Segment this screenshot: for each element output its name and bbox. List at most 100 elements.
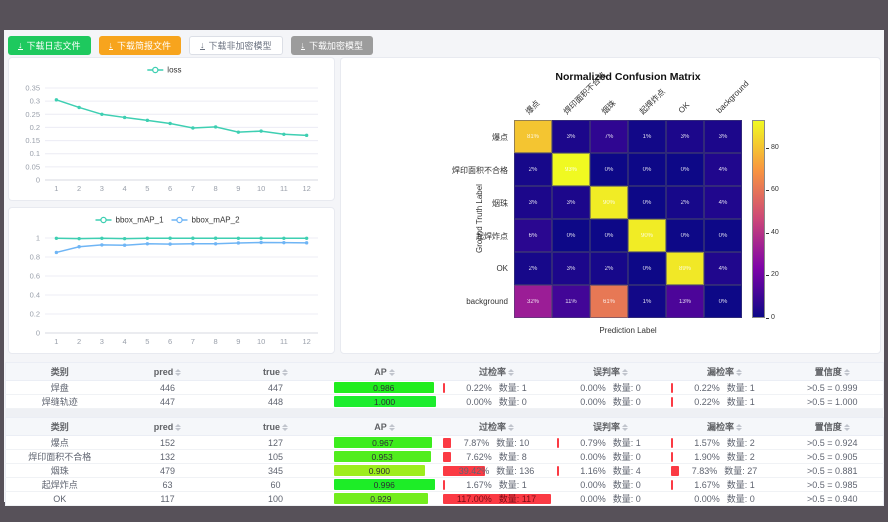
cm-cell: 90%: [628, 219, 666, 252]
sort-icon[interactable]: [175, 368, 182, 376]
sort-icon[interactable]: [175, 423, 182, 431]
cm-cell: 3%: [552, 252, 590, 285]
column-header-误判率[interactable]: 误判率: [553, 362, 668, 381]
cell-confidence: >0.5 = 0.940: [781, 491, 884, 506]
rate-count: 数量: 1: [726, 480, 755, 490]
rate-value: 0.00%: [580, 493, 606, 504]
sort-icon[interactable]: [388, 368, 395, 376]
cm-cell-value: 89%: [678, 265, 691, 272]
cm-cell: 11%: [552, 285, 590, 318]
column-header-pred[interactable]: pred: [113, 362, 222, 381]
sort-icon[interactable]: [736, 369, 742, 377]
sort-icon[interactable]: [282, 423, 288, 431]
column-header-置信度[interactable]: 置信度: [781, 417, 884, 436]
column-header-漏检率[interactable]: 漏检率: [667, 417, 782, 436]
cell-pred: 132: [113, 449, 222, 464]
rate-bar-fill: [670, 437, 673, 448]
cm-cell: 32%: [514, 285, 552, 318]
cm-cell: 2%: [666, 186, 704, 219]
cm-col-label: OK: [676, 100, 692, 115]
svg-text:8: 8: [214, 184, 218, 193]
legend-item-loss[interactable]: loss: [147, 66, 182, 75]
sort-icon[interactable]: [508, 369, 514, 377]
cm-cell: 2%: [514, 252, 552, 285]
cm-cell-value: 3%: [680, 133, 690, 140]
button-label: 下载简报文件: [117, 41, 172, 51]
column-header-pred[interactable]: pred: [113, 417, 222, 436]
svg-text:2: 2: [77, 337, 81, 346]
svg-text:0.2: 0.2: [30, 310, 40, 319]
rate-value: 0.79%: [580, 437, 606, 448]
column-header-过检率[interactable]: 过检率: [439, 417, 554, 436]
column-header-AP[interactable]: AP: [329, 362, 440, 381]
cm-col-label: 爆点: [523, 98, 542, 117]
cell-misjudge-rate: 1.16% 数量: 4: [553, 463, 668, 478]
cm-cell-value: 3%: [528, 199, 538, 206]
cell-pred: 152: [113, 435, 222, 450]
svg-text:9: 9: [236, 184, 240, 193]
svg-text:0.1: 0.1: [30, 149, 40, 158]
cm-cell-value: 0%: [566, 232, 576, 239]
legend-item-bbox_mAP_1[interactable]: bbox_mAP_1: [95, 216, 165, 225]
cell-over-rate-bar: 117.00% 数量: 117: [442, 493, 551, 505]
download-encrypted-model-button[interactable]: ↓ 下载加密模型: [290, 36, 374, 55]
cm-cell-value: 2%: [604, 265, 614, 272]
sort-icon[interactable]: [622, 424, 628, 432]
sort-icon[interactable]: [843, 369, 850, 377]
svg-text:10: 10: [257, 184, 265, 193]
cell-miss-rate: 1.67% 数量: 1: [667, 477, 782, 492]
cell-miss-rate: 0.22% 数量: 1: [667, 380, 782, 395]
column-header-label: 置信度: [814, 367, 842, 377]
rate-value: 0.00%: [580, 382, 606, 393]
cell-pred: 446: [113, 380, 222, 395]
colorbar-tick: [766, 190, 769, 192]
column-header-true[interactable]: true: [221, 362, 330, 381]
y-axis-label: Ground Truth Label: [474, 184, 484, 253]
cell-pred: 63: [113, 477, 222, 492]
cell-confidence: >0.5 = 0.905: [781, 449, 884, 464]
cm-cell-value: 0%: [642, 199, 652, 206]
download-log-button[interactable]: ↓ 下载日志文件: [8, 36, 91, 55]
cm-cell: 2%: [590, 252, 628, 285]
column-header-置信度[interactable]: 置信度: [781, 362, 884, 381]
cm-cell: 3%: [704, 120, 742, 153]
cm-cell-value: 93%: [564, 166, 577, 173]
ap-value: 0.996: [373, 479, 395, 490]
sort-icon[interactable]: [622, 369, 628, 377]
cell-true: 60: [221, 477, 330, 492]
cell-miss-rate-bar: 1.90% 数量: 2: [670, 451, 779, 463]
cm-cell-value: 90%: [602, 199, 615, 206]
column-header-label: 过检率: [478, 367, 506, 377]
cm-cell: 13%: [666, 285, 704, 318]
download-unencrypted-model-button[interactable]: ↓ 下载非加密模型: [189, 36, 283, 55]
svg-text:5: 5: [145, 184, 149, 193]
download-icon: ↓: [108, 40, 114, 50]
column-header-误判率[interactable]: 误判率: [553, 417, 668, 436]
svg-text:3: 3: [100, 184, 104, 193]
cell-miss-rate-bar: 1.67% 数量: 1: [670, 479, 779, 491]
x-axis-label: Prediction Label: [599, 326, 657, 335]
sort-icon[interactable]: [843, 424, 850, 432]
legend-item-bbox_mAP_2[interactable]: bbox_mAP_2: [171, 216, 241, 225]
rate-count: 数量: 0: [612, 397, 641, 407]
cm-cell-value: 4%: [718, 166, 728, 173]
column-header-true[interactable]: true: [221, 417, 330, 436]
ap-bar: 0.996: [333, 479, 436, 490]
download-report-button[interactable]: ↓ 下载简报文件: [98, 36, 182, 55]
column-header-漏检率[interactable]: 漏检率: [667, 362, 782, 381]
sort-icon[interactable]: [388, 423, 395, 431]
cell-over-rate: 0.00% 数量: 0: [439, 394, 554, 409]
cm-row-label: background: [466, 296, 508, 306]
cm-row-label: 起焊炸点: [476, 231, 508, 241]
column-header-AP[interactable]: AP: [329, 417, 440, 436]
cm-cell: 81%: [514, 120, 552, 153]
rate-value: 7.87%: [463, 437, 490, 448]
sort-icon[interactable]: [282, 368, 288, 376]
sort-icon[interactable]: [736, 424, 742, 432]
column-header-过检率[interactable]: 过检率: [439, 362, 554, 381]
cm-cell: 0%: [628, 186, 666, 219]
cm-cell-value: 13%: [678, 298, 691, 305]
column-header-label: 漏检率: [706, 422, 734, 432]
svg-text:0.2: 0.2: [30, 123, 40, 132]
sort-icon[interactable]: [508, 424, 514, 432]
